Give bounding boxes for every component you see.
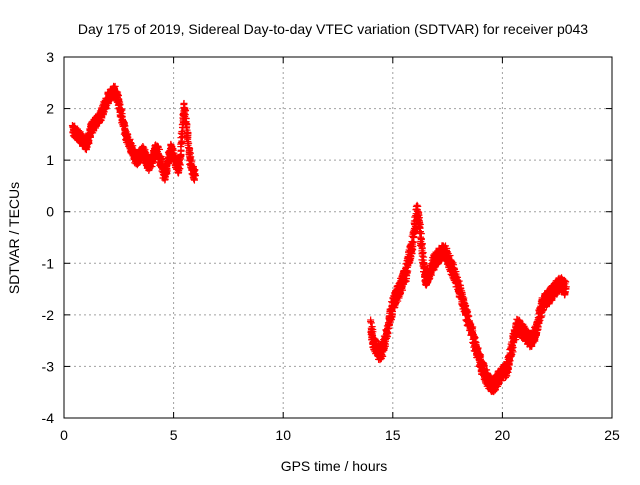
y-tick-label: -3 xyxy=(42,358,55,374)
data-points xyxy=(68,82,570,396)
y-tick-label: -1 xyxy=(42,255,55,271)
data-point xyxy=(177,143,185,151)
data-point xyxy=(183,121,191,129)
data-point xyxy=(192,172,200,180)
data-point xyxy=(129,142,137,150)
data-point xyxy=(419,250,427,258)
x-tick-label: 0 xyxy=(60,427,68,443)
data-point xyxy=(410,233,418,241)
data-point xyxy=(367,324,375,332)
data-point xyxy=(416,229,424,237)
data-point xyxy=(381,340,389,348)
x-tick-label: 5 xyxy=(170,427,178,443)
data-point xyxy=(368,330,376,338)
y-tick-label: -2 xyxy=(42,307,55,323)
data-point xyxy=(384,330,392,338)
data-point xyxy=(401,278,409,286)
data-point xyxy=(367,318,375,326)
data-point xyxy=(182,106,190,114)
data-point xyxy=(180,99,188,107)
y-tick-label: 0 xyxy=(46,204,54,220)
data-point xyxy=(417,229,425,237)
x-tick-label: 10 xyxy=(275,427,291,443)
y-tick-label: -4 xyxy=(42,410,55,426)
y-tick-label: 2 xyxy=(46,101,54,117)
data-point xyxy=(191,166,199,174)
x-tick-label: 15 xyxy=(385,427,401,443)
data-point xyxy=(418,240,426,248)
data-point xyxy=(176,160,184,168)
x-tick-label: 20 xyxy=(495,427,511,443)
data-point xyxy=(178,130,186,138)
chart-title: Day 175 of 2019, Sidereal Day-to-day VTE… xyxy=(78,21,588,37)
data-point xyxy=(184,138,192,146)
x-axis-label: GPS time / hours xyxy=(281,458,388,474)
data-point xyxy=(378,351,386,359)
x-tick-label: 25 xyxy=(604,427,620,443)
y-tick-label: 3 xyxy=(46,49,54,65)
data-point xyxy=(184,132,192,140)
data-point xyxy=(380,346,388,354)
y-tick-label: 1 xyxy=(46,152,54,168)
grid-lines xyxy=(64,57,612,418)
data-point xyxy=(388,308,396,316)
y-axis-label: SDTVAR / TECUs xyxy=(6,182,22,294)
data-point xyxy=(117,106,125,114)
